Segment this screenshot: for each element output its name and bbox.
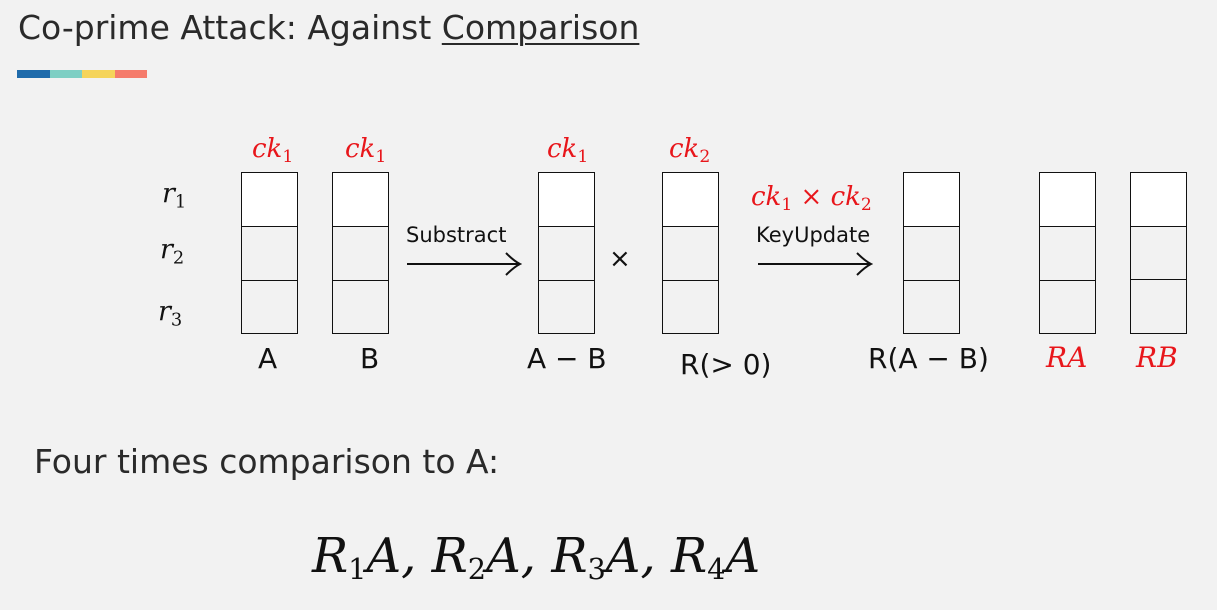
- title-prefix: Co-prime Attack: Against: [18, 8, 442, 47]
- cell-r1: [539, 173, 594, 227]
- key-label-col-b: ck1: [345, 134, 387, 168]
- cell-column-b: [332, 172, 389, 334]
- caption-a: A: [258, 342, 278, 375]
- keyupdate-arrow-icon: [758, 252, 873, 276]
- multiply-symbol: ×: [609, 244, 631, 274]
- cell-r3: [242, 281, 297, 332]
- cell-r2: [663, 227, 718, 281]
- subtract-arrow-icon: [407, 252, 522, 276]
- cell-r1: [333, 173, 388, 227]
- cell-r2: [539, 227, 594, 281]
- cell-column-rb: [1130, 172, 1187, 334]
- row-label-r1: r1: [162, 178, 187, 213]
- cell-column-ra: [1039, 172, 1096, 334]
- accent-segment-blue: [17, 70, 50, 78]
- cell-r2: [333, 227, 388, 281]
- cell-r3: [904, 281, 959, 332]
- cell-column-a: [241, 172, 298, 334]
- cell-r2: [1040, 227, 1095, 281]
- cell-r2: [904, 227, 959, 281]
- key-label-col-a: ck1: [252, 134, 294, 168]
- cell-r1: [904, 173, 959, 227]
- keyupdate-label: KeyUpdate: [756, 223, 871, 247]
- comparison-formula: R1A, R2A, R3A, R4A: [312, 528, 760, 586]
- cell-r3: [663, 281, 718, 332]
- cell-column-a-minus-b: [538, 172, 595, 334]
- row-label-r3: r3: [158, 296, 183, 331]
- caption-ra: RA: [1046, 341, 1088, 374]
- caption-r-a-minus-b: R(A − B): [868, 342, 989, 375]
- formula-term-4: R4A: [670, 528, 761, 587]
- caption-r-positive: R(> 0): [680, 348, 772, 381]
- cell-column-r: [662, 172, 719, 334]
- accent-segment-teal: [49, 70, 82, 78]
- cell-r1: [242, 173, 297, 227]
- caption-a-minus-b: A − B: [527, 342, 607, 375]
- key-label-col-r: ck2: [669, 134, 711, 168]
- cell-r3: [1131, 280, 1186, 332]
- title-underlined-word: Comparison: [441, 8, 640, 47]
- formula-term-1: R1A,: [312, 528, 432, 587]
- formula-term-2: R2A,: [431, 528, 552, 587]
- formula-term-3: R3A,: [551, 528, 671, 587]
- cell-r1: [1040, 173, 1095, 227]
- cell-r2: [242, 227, 297, 281]
- cell-r3: [1040, 281, 1095, 332]
- four-times-heading: Four times comparison to A:: [34, 442, 500, 481]
- caption-rb: RB: [1136, 341, 1178, 374]
- row-label-r2: r2: [160, 234, 185, 269]
- cell-r3: [333, 281, 388, 332]
- cell-r1: [663, 173, 718, 227]
- key-label-col-a-minus-b: ck1: [547, 134, 589, 168]
- cell-r1: [1131, 173, 1186, 227]
- slide-title: Co-prime Attack: Against Comparison: [18, 8, 639, 47]
- cell-r3: [539, 281, 594, 332]
- title-accent-bar: [17, 70, 147, 78]
- caption-b: B: [360, 342, 380, 375]
- keyupdate-key-product: ck1 × ck2: [751, 182, 872, 216]
- accent-segment-salmon: [114, 70, 147, 78]
- cell-column-r-a-minus-b: [903, 172, 960, 334]
- cell-r2: [1131, 227, 1186, 280]
- accent-segment-yellow: [82, 70, 115, 78]
- subtract-label: Substract: [406, 223, 507, 247]
